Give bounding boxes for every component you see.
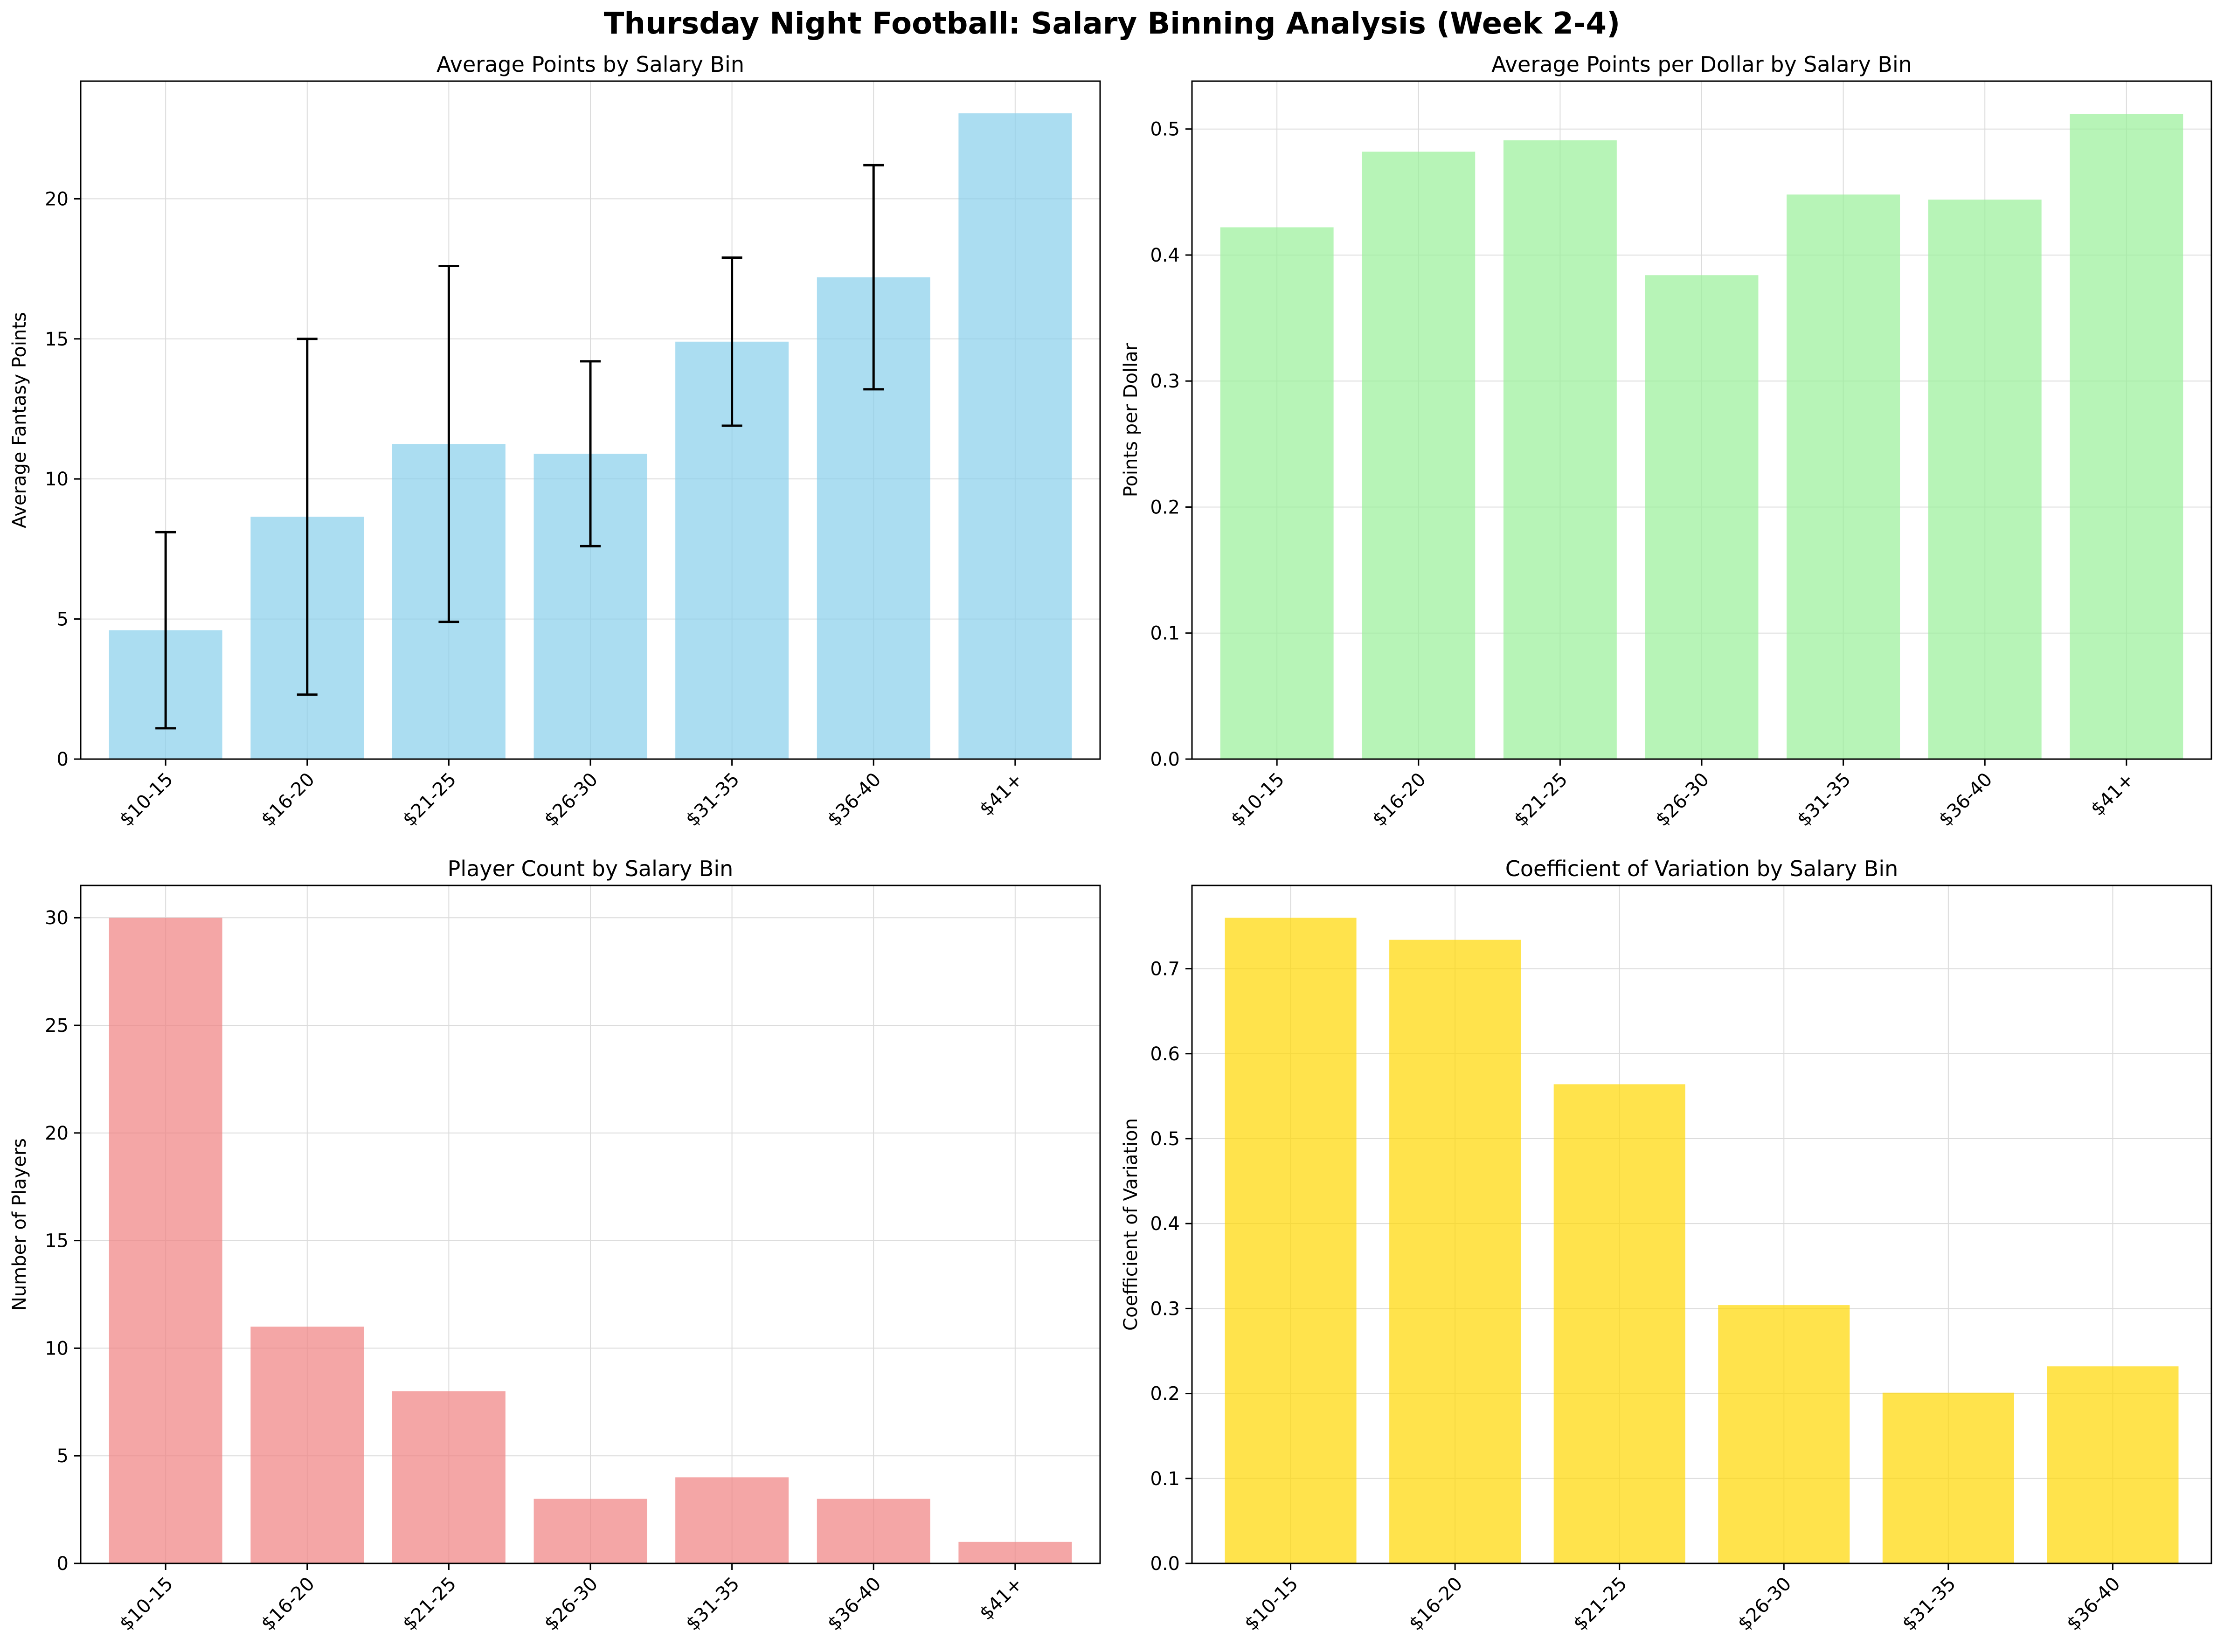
bar-$36-40	[1928, 200, 2042, 759]
error-bar	[863, 164, 884, 391]
y-axis-label: Points per Dollar	[1120, 343, 1142, 497]
bar-$36-40	[2047, 1366, 2179, 1563]
bar-$41+	[958, 113, 1072, 759]
y-tick-label: 0.0	[1150, 1553, 1180, 1575]
y-tick-label: 0.2	[1150, 497, 1180, 518]
y-tick-label: 0.1	[1150, 623, 1180, 644]
y-axis-label: Coefficient of Variation	[1120, 1118, 1142, 1331]
bar-$41+	[958, 1541, 1072, 1563]
y-tick-label: 0.5	[1150, 119, 1180, 140]
y-tick-label: 20	[45, 1123, 69, 1144]
x-tick-label: $26-30	[1734, 1573, 1796, 1635]
x-tick-label: $36-40	[2063, 1573, 2125, 1635]
y-tick-label: 30	[45, 907, 69, 929]
error-bar	[155, 531, 176, 730]
y-tick-label: 0.6	[1150, 1044, 1180, 1065]
y-tick-label: 5	[57, 609, 69, 630]
y-tick-label: 10	[45, 1338, 69, 1359]
x-tick-label: $31-35	[1898, 1573, 1960, 1635]
y-tick-label: 5	[57, 1445, 69, 1467]
bar-$10-15	[1225, 918, 1357, 1563]
y-tick-label: 0.3	[1150, 371, 1180, 392]
bar-$16-20	[1389, 940, 1521, 1563]
y-tick-label: 0.5	[1150, 1128, 1180, 1150]
y-tick-label: 0.4	[1150, 245, 1180, 266]
y-tick-label: 0.1	[1150, 1468, 1180, 1490]
y-tick-label: 0.2	[1150, 1383, 1180, 1405]
bar-$21-25	[1503, 140, 1617, 759]
error-bar	[580, 360, 601, 547]
bar-$41+	[2070, 114, 2183, 759]
bar-$31-35	[1882, 1392, 2014, 1563]
x-tick-label: $10-15	[1240, 1573, 1303, 1635]
bar-$16-20	[250, 1327, 364, 1563]
panel-title: Player Count by Salary Bin	[448, 856, 734, 881]
bar-$10-15	[109, 918, 222, 1563]
bar-$10-15	[1220, 227, 1334, 760]
figure-title: Thursday Night Football: Salary Binning …	[603, 7, 1621, 41]
y-tick-label: 0.4	[1150, 1213, 1180, 1235]
y-tick-label: 20	[45, 188, 69, 210]
y-axis-label: Average Fantasy Points	[9, 312, 30, 528]
y-tick-label: 10	[45, 469, 69, 490]
error-bar	[721, 256, 742, 427]
bar-$21-25	[392, 1391, 506, 1563]
bar-$26-30	[533, 1499, 647, 1563]
panel-title: Average Points by Salary Bin	[436, 52, 744, 77]
bar-$26-30	[1718, 1305, 1850, 1563]
y-tick-label: 15	[45, 329, 69, 350]
bar-$26-30	[1645, 275, 1759, 760]
y-tick-label: 0.0	[1150, 749, 1180, 770]
bar-$31-35	[1787, 194, 1900, 760]
error-bar	[297, 338, 318, 696]
x-tick-label: $16-20	[1405, 1573, 1467, 1635]
y-tick-label: 15	[45, 1230, 69, 1252]
panel-title: Coefficient of Variation by Salary Bin	[1505, 856, 1898, 881]
bar-$16-20	[1362, 152, 1476, 760]
y-tick-label: 25	[45, 1015, 69, 1037]
error-bar	[438, 265, 459, 623]
y-tick-label: 0	[57, 749, 69, 770]
bar-$36-40	[817, 1499, 930, 1563]
axes-frame	[1191, 885, 2212, 1564]
x-tick-label: $21-25	[1569, 1573, 1631, 1635]
bar-$31-35	[675, 1477, 789, 1563]
y-axis-label: Number of Players	[9, 1138, 30, 1311]
bar-$21-25	[1553, 1084, 1685, 1563]
y-tick-label: 0.7	[1150, 959, 1180, 980]
panel-title: Average Points per Dollar by Salary Bin	[1491, 52, 1912, 77]
y-tick-label: 0.3	[1150, 1298, 1180, 1320]
y-tick-label: 0	[57, 1553, 69, 1575]
